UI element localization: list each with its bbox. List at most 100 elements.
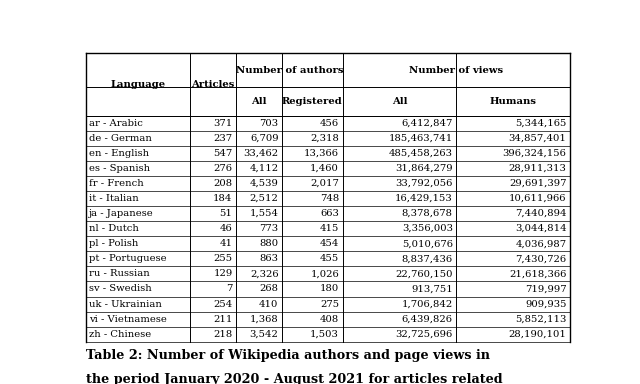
Text: Registered: Registered <box>282 97 342 106</box>
Text: 371: 371 <box>213 119 232 127</box>
Text: 3,542: 3,542 <box>250 330 278 339</box>
Text: ru - Russian: ru - Russian <box>90 270 150 278</box>
Text: 29,691,397: 29,691,397 <box>509 179 566 188</box>
Text: uk - Ukrainian: uk - Ukrainian <box>90 300 163 309</box>
Text: zh - Chinese: zh - Chinese <box>90 330 152 339</box>
Text: 8,837,436: 8,837,436 <box>402 254 453 263</box>
Text: 185,463,741: 185,463,741 <box>388 134 453 143</box>
Text: 184: 184 <box>213 194 232 203</box>
Text: es - Spanish: es - Spanish <box>90 164 150 173</box>
Text: 1,503: 1,503 <box>310 330 339 339</box>
Text: 4,036,987: 4,036,987 <box>515 239 566 248</box>
Text: 415: 415 <box>319 224 339 233</box>
Text: de - German: de - German <box>90 134 152 143</box>
Text: 1,706,842: 1,706,842 <box>401 300 453 309</box>
Text: 456: 456 <box>320 119 339 127</box>
Text: 276: 276 <box>214 164 232 173</box>
Text: 7,440,894: 7,440,894 <box>515 209 566 218</box>
Text: 32,725,696: 32,725,696 <box>396 330 453 339</box>
Text: 663: 663 <box>320 209 339 218</box>
Text: 268: 268 <box>260 285 278 293</box>
Text: 218: 218 <box>213 330 232 339</box>
Text: Number of authors: Number of authors <box>236 66 343 75</box>
Text: 46: 46 <box>220 224 232 233</box>
Text: 2,017: 2,017 <box>310 179 339 188</box>
Text: All: All <box>392 97 407 106</box>
Text: pt - Portuguese: pt - Portuguese <box>90 254 167 263</box>
Text: 33,462: 33,462 <box>243 149 278 158</box>
Text: 2,512: 2,512 <box>250 194 278 203</box>
Text: Humans: Humans <box>490 97 537 106</box>
Text: ar - Arabic: ar - Arabic <box>90 119 143 127</box>
Text: 454: 454 <box>319 239 339 248</box>
Text: it - Italian: it - Italian <box>90 194 139 203</box>
Text: nl - Dutch: nl - Dutch <box>90 224 140 233</box>
Text: 1,368: 1,368 <box>250 314 278 324</box>
Text: 2,326: 2,326 <box>250 270 278 278</box>
Text: 3,356,003: 3,356,003 <box>402 224 453 233</box>
Text: 22,760,150: 22,760,150 <box>396 270 453 278</box>
Text: 6,709: 6,709 <box>250 134 278 143</box>
Text: 703: 703 <box>259 119 278 127</box>
Text: 5,010,676: 5,010,676 <box>402 239 453 248</box>
Text: 31,864,279: 31,864,279 <box>395 164 453 173</box>
Text: Articles: Articles <box>191 80 235 89</box>
Text: 4,539: 4,539 <box>250 179 278 188</box>
Text: 16,429,153: 16,429,153 <box>395 194 453 203</box>
Text: 254: 254 <box>213 300 232 309</box>
Text: 547: 547 <box>213 149 232 158</box>
Text: 863: 863 <box>260 254 278 263</box>
Text: 913,751: 913,751 <box>411 285 453 293</box>
Text: 34,857,401: 34,857,401 <box>509 134 566 143</box>
Text: 51: 51 <box>220 209 232 218</box>
Text: 10,611,966: 10,611,966 <box>509 194 566 203</box>
Text: 208: 208 <box>213 179 232 188</box>
Text: 748: 748 <box>320 194 339 203</box>
Text: vi - Vietnamese: vi - Vietnamese <box>90 314 167 324</box>
Text: ja - Japanese: ja - Japanese <box>90 209 154 218</box>
Text: 4,112: 4,112 <box>250 164 278 173</box>
Text: 28,911,313: 28,911,313 <box>509 164 566 173</box>
Text: sv - Swedish: sv - Swedish <box>90 285 152 293</box>
Text: 6,412,847: 6,412,847 <box>401 119 453 127</box>
Text: 33,792,056: 33,792,056 <box>396 179 453 188</box>
Text: 719,997: 719,997 <box>525 285 566 293</box>
Text: 41: 41 <box>220 239 232 248</box>
Text: 1,460: 1,460 <box>310 164 339 173</box>
Text: 7,430,726: 7,430,726 <box>515 254 566 263</box>
Text: 21,618,366: 21,618,366 <box>509 270 566 278</box>
Text: All: All <box>252 97 267 106</box>
Text: 880: 880 <box>259 239 278 248</box>
Text: 410: 410 <box>259 300 278 309</box>
Text: Language: Language <box>111 80 166 89</box>
Text: 773: 773 <box>259 224 278 233</box>
Text: 3,044,814: 3,044,814 <box>515 224 566 233</box>
Text: 129: 129 <box>213 270 232 278</box>
Text: fr - French: fr - French <box>90 179 144 188</box>
Text: Table 2: Number of Wikipedia authors and page views in: Table 2: Number of Wikipedia authors and… <box>86 349 490 362</box>
Text: 237: 237 <box>213 134 232 143</box>
Text: 396,324,156: 396,324,156 <box>502 149 566 158</box>
Text: the period January 2020 - August 2021 for articles related: the period January 2020 - August 2021 fo… <box>86 373 502 384</box>
Text: 1,026: 1,026 <box>310 270 339 278</box>
Text: 8,378,678: 8,378,678 <box>402 209 453 218</box>
Text: 1,554: 1,554 <box>250 209 278 218</box>
Text: en - English: en - English <box>90 149 150 158</box>
Text: 5,852,113: 5,852,113 <box>515 314 566 324</box>
Text: 2,318: 2,318 <box>310 134 339 143</box>
Text: Number of views: Number of views <box>409 66 503 75</box>
Text: 255: 255 <box>213 254 232 263</box>
Text: 28,190,101: 28,190,101 <box>509 330 566 339</box>
Text: 275: 275 <box>320 300 339 309</box>
Text: 211: 211 <box>213 314 232 324</box>
Text: 7: 7 <box>226 285 232 293</box>
Text: 408: 408 <box>320 314 339 324</box>
Text: 5,344,165: 5,344,165 <box>515 119 566 127</box>
Text: pl - Polish: pl - Polish <box>90 239 139 248</box>
Text: 455: 455 <box>320 254 339 263</box>
Text: 180: 180 <box>320 285 339 293</box>
Text: 6,439,826: 6,439,826 <box>402 314 453 324</box>
Text: 13,366: 13,366 <box>304 149 339 158</box>
Text: 485,458,263: 485,458,263 <box>389 149 453 158</box>
Text: 909,935: 909,935 <box>525 300 566 309</box>
